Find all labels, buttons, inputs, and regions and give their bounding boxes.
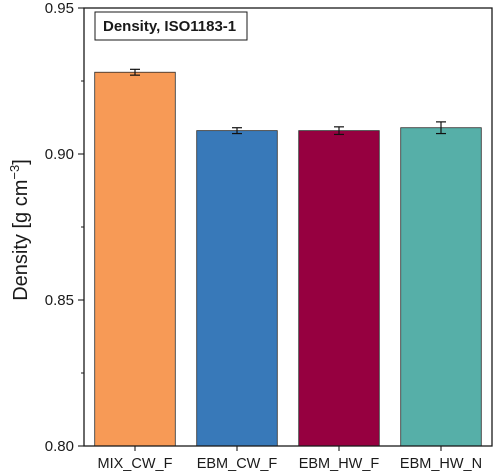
chart-title: Density, ISO1183-1 <box>103 18 236 35</box>
chart-title-box: Density, ISO1183-1 <box>94 11 248 41</box>
x-tick-label: EBM_HW_F <box>299 456 380 472</box>
y-axis-label-superscript: −3 <box>7 165 22 180</box>
y-tick-label: 0.95 <box>45 0 74 17</box>
bars-layer <box>94 71 482 447</box>
x-tick-label: EBM_HW_N <box>400 456 482 472</box>
error-bar-ebm-hw-n <box>436 121 446 135</box>
error-bar-mix-cw-f <box>130 68 140 76</box>
bar-ebm-hw-n <box>400 127 482 447</box>
y-ticks-layer: 0.80 0.85 0.90 0.95 <box>45 0 84 455</box>
bar-mix-cw-f <box>94 71 176 447</box>
error-bars-layer <box>130 68 446 136</box>
y-axis-label-main: Density [g cm <box>10 180 32 301</box>
x-tick-label: EBM_CW_F <box>197 456 278 472</box>
error-bar-ebm-cw-f <box>232 127 242 135</box>
y-tick-label: 0.80 <box>45 438 74 455</box>
chart-title-frame <box>94 11 248 41</box>
y-axis-label-close: ] <box>10 159 32 165</box>
bar-ebm-hw-f <box>298 130 380 447</box>
error-bar-ebm-hw-f <box>334 126 344 136</box>
category-labels-layer: MIX_CW_F EBM_CW_F EBM_HW_F EBM_HW_N <box>98 446 482 472</box>
y-tick-label: 0.90 <box>45 146 74 163</box>
y-tick-label: 0.85 <box>45 292 74 309</box>
bar-ebm-cw-f <box>196 130 278 447</box>
y-axis-label: Density [g cm−3] <box>7 159 32 301</box>
x-tick-label: MIX_CW_F <box>98 456 173 472</box>
